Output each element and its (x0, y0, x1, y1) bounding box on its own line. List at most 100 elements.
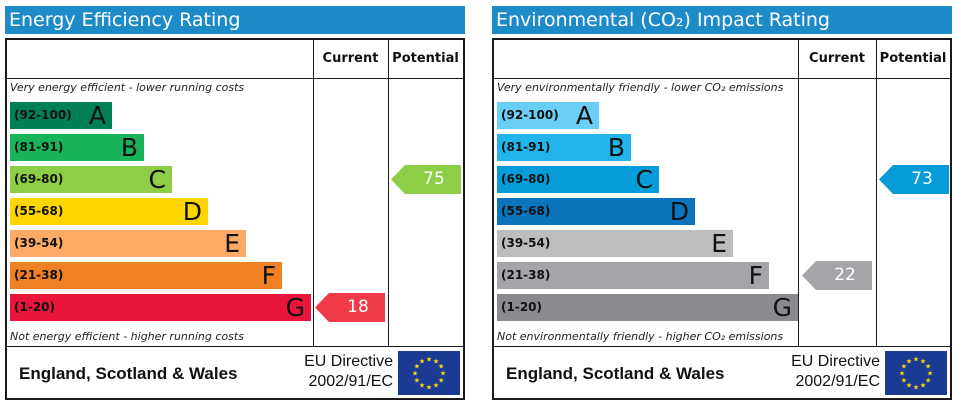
rating-band-f: (21-38) F (497, 261, 769, 290)
band-letter: G (285, 293, 305, 322)
band-letter: F (261, 261, 276, 290)
star-icon: ★ (433, 382, 439, 390)
band-range-label: (1-20) (14, 300, 55, 314)
top-note: Very energy efficient - lower running co… (10, 81, 245, 94)
current-column-header: Current (809, 51, 865, 66)
column-divider (388, 40, 389, 346)
star-icon: ★ (925, 363, 931, 371)
star-icon: ★ (414, 363, 420, 371)
star-icon: ★ (901, 363, 907, 371)
environmental-rating-table: Current Potential Very environmentally f… (492, 38, 952, 400)
potential-rating-value: 75 (423, 169, 445, 189)
footer-country: England, Scotland & Wales (506, 364, 725, 383)
star-icon: ★ (440, 370, 446, 378)
rating-band-a: (92-100) A (10, 101, 112, 130)
potential-column-header: Potential (879, 51, 947, 66)
band-letter: C (635, 165, 653, 194)
current-rating-arrow: 18 (315, 293, 385, 322)
bottom-note: Not energy efficient - higher running co… (10, 330, 244, 343)
band-letter: A (88, 101, 106, 130)
footer-divider (494, 346, 950, 347)
star-icon: ★ (899, 370, 905, 378)
star-icon: ★ (906, 357, 912, 365)
band-range-label: (39-54) (501, 236, 551, 250)
band-letter: E (224, 229, 240, 258)
star-icon: ★ (925, 377, 931, 385)
current-arrow-shape (802, 261, 872, 290)
current-column-header: Current (322, 51, 379, 66)
directive-line-1: EU Directive (791, 353, 880, 370)
environmental-rating-panel: Environmental (CO₂) Impact Rating Curren… (492, 6, 952, 400)
column-divider (798, 40, 799, 346)
band-letter: G (772, 293, 792, 322)
band-range-label: (69-80) (501, 172, 551, 186)
star-icon: ★ (913, 384, 919, 392)
rating-band-b: (81-91) B (10, 133, 144, 162)
star-icon: ★ (920, 382, 926, 390)
star-icon: ★ (438, 377, 444, 385)
bottom-note: Not environmentally friendly - higher CO… (497, 330, 784, 343)
eu-flag-icon: ★ ★ ★ ★ ★ ★ ★ ★ ★ ★ ★ ★ (885, 351, 947, 395)
band-range-label: (92-100) (501, 108, 559, 122)
rating-band-d: (55-68) D (10, 197, 208, 226)
column-divider (313, 40, 314, 346)
star-icon: ★ (433, 357, 439, 365)
current-rating-value: 18 (347, 297, 369, 317)
band-letter: B (607, 133, 625, 162)
band-range-label: (81-91) (14, 140, 64, 154)
band-range-label: (21-38) (501, 268, 551, 282)
band-letter: E (711, 229, 727, 258)
star-icon: ★ (412, 370, 418, 378)
band-range-label: (55-68) (501, 204, 551, 218)
column-divider (876, 40, 877, 346)
potential-arrow-shape (879, 165, 949, 194)
potential-rating-arrow: 75 (391, 165, 461, 194)
rating-band-c: (69-80) C (10, 165, 172, 194)
header-divider (7, 78, 463, 79)
directive-line-2: 2002/91/EC (795, 373, 880, 390)
rating-band-f: (21-38) F (10, 261, 282, 290)
star-icon: ★ (438, 363, 444, 371)
band-letter: D (182, 197, 202, 226)
environmental-rating-title: Environmental (CO₂) Impact Rating (492, 6, 952, 34)
current-rating-value: 22 (834, 265, 856, 285)
top-note: Very environmentally friendly - lower CO… (497, 81, 784, 94)
rating-band-a: (92-100) A (497, 101, 599, 130)
band-letter: A (575, 101, 593, 130)
eu-stars: ★ ★★★★★★★★★★★ (412, 356, 446, 392)
star-icon: ★ (414, 377, 420, 385)
rating-band-g: (1-20) G (497, 293, 798, 322)
potential-arrow-shape (391, 165, 461, 194)
potential-column-header: Potential (392, 51, 459, 66)
eu-stars: ★ ★★★★★★★★★★★ (899, 356, 933, 392)
star-icon: ★ (426, 384, 432, 392)
band-range-label: (1-20) (501, 300, 542, 314)
band-letter: C (148, 165, 166, 194)
band-letter: B (120, 133, 138, 162)
potential-rating-value: 73 (911, 169, 933, 189)
band-range-label: (92-100) (14, 108, 72, 122)
star-icon: ★ (927, 370, 933, 378)
current-arrow-shape (315, 293, 385, 322)
band-range-label: (81-91) (501, 140, 551, 154)
star-icon: ★ (426, 356, 432, 364)
rating-band-d: (55-68) D (497, 198, 695, 226)
footer-directive: EU Directive 2002/91/EC (770, 352, 880, 392)
band-range-label: (21-38) (14, 268, 64, 282)
band-letter: F (748, 261, 763, 290)
energy-rating-table: Current Potential Very energy efficient … (5, 38, 465, 400)
header-divider (494, 78, 950, 79)
rating-band-c: (69-80) C (497, 165, 659, 194)
footer-divider (7, 346, 463, 347)
star-icon: ★ (419, 382, 425, 390)
star-icon: ★ (906, 382, 912, 390)
footer-directive: EU Directive 2002/91/EC (283, 352, 393, 392)
rating-band-g: (1-20) G (10, 293, 311, 322)
band-range-label: (55-68) (14, 204, 64, 218)
energy-rating-title: Energy Efficiency Rating (5, 6, 465, 34)
footer-country: England, Scotland & Wales (19, 364, 238, 383)
star-icon: ★ (913, 356, 919, 364)
star-icon: ★ (920, 357, 926, 365)
band-range-label: (69-80) (14, 172, 64, 186)
energy-rating-panel: Energy Efficiency Rating Current Potenti… (5, 6, 465, 400)
